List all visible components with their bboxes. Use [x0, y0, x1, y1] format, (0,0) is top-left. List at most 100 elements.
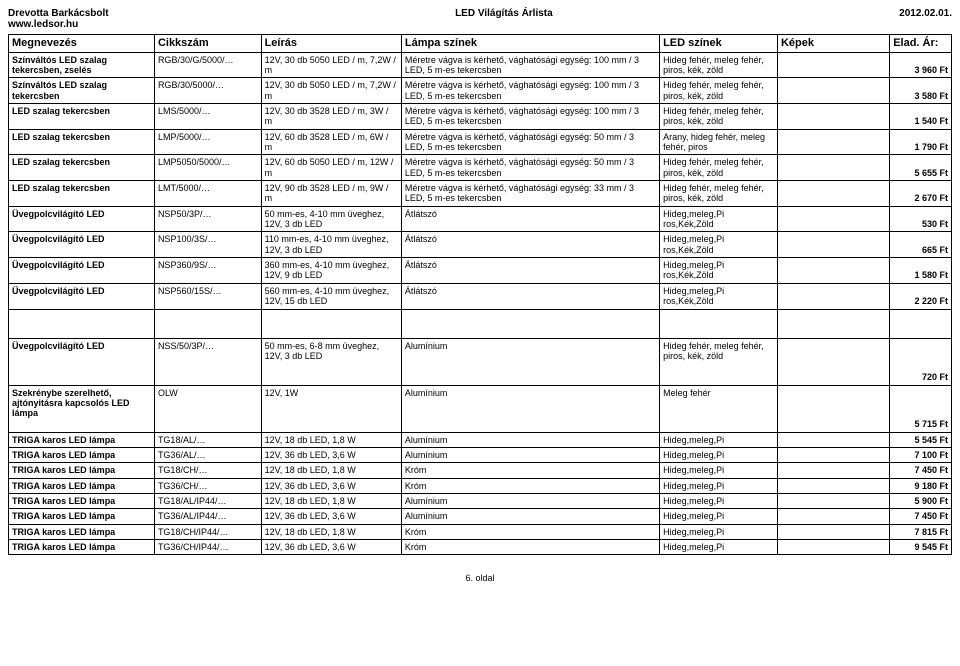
cell-kepek — [777, 52, 889, 78]
cell-led: Hideg fehér, meleg fehér, piros, kék, zö… — [660, 338, 778, 385]
cell-leiras: 560 mm-es, 4-10 mm üveghez, 12V, 15 db L… — [261, 283, 401, 309]
cell-meg: TRIGA karos LED lámpa — [9, 539, 155, 554]
cell-ar: 665 Ft — [890, 232, 952, 258]
cell-ar: 7 450 Ft — [890, 509, 952, 524]
table-row: Üvegpolcvilágító LEDNSP50/3P/…50 mm-es, … — [9, 206, 952, 232]
cell-led: Hideg,meleg,Pi — [660, 478, 778, 493]
cell-meg: Szekrénybe szerelhető, ajtónyitásra kapc… — [9, 385, 155, 432]
cell-leiras: 12V, 18 db LED, 1,8 W — [261, 524, 401, 539]
header-date: 2012.02.01. — [899, 8, 952, 30]
cell-ar: 7 450 Ft — [890, 463, 952, 478]
cell-lampa: Átlátszó — [401, 258, 659, 284]
cell-lampa: Méretre vágva is kérhető, vághatósági eg… — [401, 181, 659, 207]
cell-led: Hideg,meleg,Pi ros,Kék,Zöld — [660, 258, 778, 284]
page-footer: 6. oldal — [8, 573, 952, 583]
cell-kepek — [777, 104, 889, 130]
cell-leiras: 12V, 60 db 3528 LED / m, 6W / m — [261, 129, 401, 155]
cell-led: Hideg,meleg,Pi — [660, 447, 778, 462]
cell-ar: 720 Ft — [890, 338, 952, 385]
cell-ar: 2 670 Ft — [890, 181, 952, 207]
cell-lampa: Átlátszó — [401, 206, 659, 232]
cell-led: Hideg fehér, meleg fehér, piros, kék, zö… — [660, 181, 778, 207]
cell-lampa: Króm — [401, 539, 659, 554]
cell-meg: LED szalag tekercsben — [9, 155, 155, 181]
cell-kepek — [777, 432, 889, 447]
cell-led: Hideg,meleg,Pi — [660, 524, 778, 539]
cell-lampa: Méretre vágva is kérhető, vághatósági eg… — [401, 104, 659, 130]
col-leiras: Leírás — [261, 35, 401, 53]
cell-led: Hideg,meleg,Pi — [660, 539, 778, 554]
cell-meg: LED szalag tekercsben — [9, 129, 155, 155]
cell-kepek — [777, 509, 889, 524]
cell-cikk: TG18/CH/IP44/… — [154, 524, 261, 539]
cell-ar: 3 580 Ft — [890, 78, 952, 104]
cell-meg: TRIGA karos LED lámpa — [9, 524, 155, 539]
cell-ar: 5 655 Ft — [890, 155, 952, 181]
table-header-row: Megnevezés Cikkszám Leírás Lámpa színek … — [9, 35, 952, 53]
cell-leiras: 12V, 1W — [261, 385, 401, 432]
cell-leiras: 110 mm-es, 4-10 mm üveghez, 12V, 3 db LE… — [261, 232, 401, 258]
cell-ar: 3 960 Ft — [890, 52, 952, 78]
cell-led: Hideg,meleg,Pi — [660, 463, 778, 478]
cell-cikk: TG18/AL/… — [154, 432, 261, 447]
col-kepek: Képek — [777, 35, 889, 53]
table-row: LED szalag tekercsbenLMT/5000/…12V, 90 d… — [9, 181, 952, 207]
cell-ar: 1 580 Ft — [890, 258, 952, 284]
cell-led: Hideg fehér, meleg fehér, piros, kék, zö… — [660, 155, 778, 181]
cell-leiras: 12V, 90 db 3528 LED / m, 9W / m — [261, 181, 401, 207]
cell-lampa: Méretre vágva is kérhető, vághatósági eg… — [401, 52, 659, 78]
cell-cikk: TG36/CH/IP44/… — [154, 539, 261, 554]
cell-led: Hideg fehér, meleg fehér, piros, kék, zö… — [660, 104, 778, 130]
cell-kepek — [777, 524, 889, 539]
cell-cikk: LMS/5000/… — [154, 104, 261, 130]
cell-cikk: TG36/AL/… — [154, 447, 261, 462]
cell-cikk: RGB/30/5000/… — [154, 78, 261, 104]
cell-kepek — [777, 283, 889, 309]
cell-ar: 7 100 Ft — [890, 447, 952, 462]
cell-ar: 530 Ft — [890, 206, 952, 232]
cell-kepek — [777, 447, 889, 462]
cell-meg: Színváltós LED szalag tekercsben — [9, 78, 155, 104]
website: www.ledsor.hu — [8, 19, 109, 30]
cell-led: Hideg,meleg,Pi — [660, 493, 778, 508]
cell-ar: 5 545 Ft — [890, 432, 952, 447]
cell-led: Hideg fehér, meleg fehér, piros, kék, zö… — [660, 52, 778, 78]
cell-leiras: 12V, 60 db 5050 LED / m, 12W / m — [261, 155, 401, 181]
cell-leiras: 12V, 18 db LED, 1,8 W — [261, 463, 401, 478]
cell-kepek — [777, 78, 889, 104]
table-row: Üvegpolcvilágító LEDNSP560/15S/…560 mm-e… — [9, 283, 952, 309]
cell-kepek — [777, 258, 889, 284]
cell-cikk: TG36/AL/IP44/… — [154, 509, 261, 524]
company-name: Drevotta Barkácsbolt — [8, 8, 109, 19]
col-lampa: Lámpa színek — [401, 35, 659, 53]
cell-lampa: Alumínium — [401, 432, 659, 447]
cell-ar: 9 545 Ft — [890, 539, 952, 554]
cell-meg: TRIGA karos LED lámpa — [9, 493, 155, 508]
cell-lampa: Alumínium — [401, 509, 659, 524]
cell-lampa: Méretre vágva is kérhető, vághatósági eg… — [401, 129, 659, 155]
table-row: LED szalag tekercsbenLMP5050/5000/…12V, … — [9, 155, 952, 181]
cell-cikk: NSP50/3P/… — [154, 206, 261, 232]
cell-meg: Színváltós LED szalag tekercsben, zselés — [9, 52, 155, 78]
cell-led: Hideg,meleg,Pi ros,Kék,Zöld — [660, 232, 778, 258]
cell-ar: 1 790 Ft — [890, 129, 952, 155]
cell-kepek — [777, 493, 889, 508]
cell-leiras: 12V, 36 db LED, 3,6 W — [261, 509, 401, 524]
cell-ar: 1 540 Ft — [890, 104, 952, 130]
cell-meg: LED szalag tekercsben — [9, 104, 155, 130]
col-led: LED színek — [660, 35, 778, 53]
cell-ar: 7 815 Ft — [890, 524, 952, 539]
cell-leiras: 12V, 18 db LED, 1,8 W — [261, 432, 401, 447]
cell-meg: Üvegpolcvilágító LED — [9, 283, 155, 309]
cell-cikk: NSS/50/3P/… — [154, 338, 261, 385]
cell-cikk: LMP/5000/… — [154, 129, 261, 155]
cell-leiras: 12V, 30 db 5050 LED / m, 7,2W / m — [261, 52, 401, 78]
table-row: TRIGA karos LED lámpaTG36/CH/…12V, 36 db… — [9, 478, 952, 493]
cell-kepek — [777, 539, 889, 554]
cell-cikk: TG18/AL/IP44/… — [154, 493, 261, 508]
cell-meg: TRIGA karos LED lámpa — [9, 432, 155, 447]
cell-leiras: 12V, 36 db LED, 3,6 W — [261, 447, 401, 462]
cell-led: Hideg,meleg,Pi — [660, 509, 778, 524]
cell-kepek — [777, 385, 889, 432]
table-row: Üvegpolcvilágító LEDNSP360/9S/…360 mm-es… — [9, 258, 952, 284]
